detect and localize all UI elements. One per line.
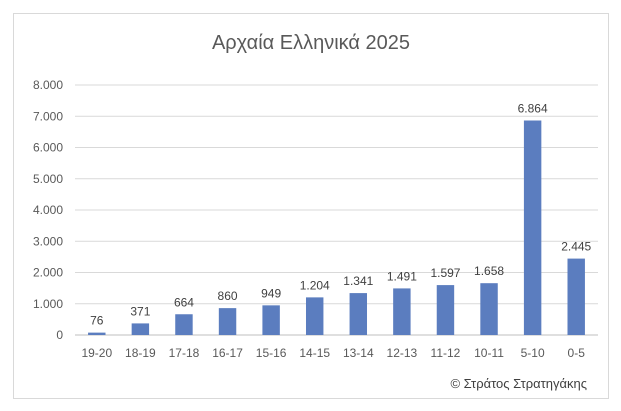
y-tick-label: 5.000: [33, 172, 63, 186]
y-tick-label: 1.000: [33, 297, 63, 311]
data-label: 76: [90, 314, 104, 328]
y-tick-label: 0: [56, 328, 63, 342]
y-tick-label: 7.000: [33, 109, 63, 123]
x-tick-label: 16-17: [212, 346, 243, 360]
bar: [480, 283, 498, 335]
data-label: 1.658: [474, 264, 504, 278]
data-label: 860: [218, 289, 238, 303]
bar: [523, 120, 542, 335]
y-tick-label: 6.000: [33, 141, 63, 155]
x-tick-label: 12-13: [387, 346, 418, 360]
x-tick-label: 5-10: [521, 346, 545, 360]
x-tick-label: 15-16: [256, 346, 287, 360]
data-labels: 76 371 664 860 949 1.204 1.341 1.491 1.597 1.658 6…: [90, 102, 591, 328]
bar: [567, 258, 585, 335]
chart-title: Αρχαία Ελληνικά 2025: [212, 32, 410, 54]
data-label: 1.597: [430, 266, 460, 280]
bar: [349, 293, 368, 335]
data-label: 1.341: [343, 274, 373, 288]
data-label: 371: [130, 304, 150, 318]
x-tick-label: 14-15: [299, 346, 330, 360]
x-tick-label: 0-5: [568, 346, 586, 360]
data-label: 1.491: [387, 269, 417, 283]
y-tick-label: 4.000: [33, 203, 63, 217]
x-tick-label: 10-11: [474, 346, 504, 360]
y-tick-label: 3.000: [33, 234, 63, 248]
copyright-credit: © Στράτος Στρατηγάκης: [450, 376, 587, 391]
bars: [88, 120, 585, 335]
x-tick-label: 19-20: [81, 346, 112, 360]
bar: [175, 314, 193, 335]
bar: [131, 323, 150, 335]
data-label: 664: [174, 295, 194, 309]
x-tick-label: 13-14: [343, 346, 374, 360]
bar: [393, 288, 411, 335]
y-tick-label: 2.000: [33, 266, 63, 280]
bar: [436, 285, 455, 335]
x-tick-label: 11-12: [431, 346, 461, 360]
gridlines: [75, 84, 598, 336]
bar: [262, 305, 280, 335]
bar: [305, 297, 324, 335]
data-label: 6.864: [518, 102, 548, 116]
x-tick-label: 17-18: [169, 346, 200, 360]
data-label: 2.445: [561, 240, 591, 254]
y-tick-label: 8.000: [33, 78, 63, 92]
bar: [88, 332, 106, 335]
x-axis-ticks: 19-20 18-19 17-18 16-17 15-16 14-15 13-14 12-13…: [81, 346, 585, 360]
data-label: 949: [261, 286, 281, 300]
bar: [218, 308, 237, 335]
data-label: 1.204: [300, 278, 330, 292]
y-axis-ticks: 0 1.000 2.000 3.000 4.000 5.000 6.000 7.000 8.00…: [33, 78, 63, 342]
x-tick-label: 18-19: [125, 346, 156, 360]
